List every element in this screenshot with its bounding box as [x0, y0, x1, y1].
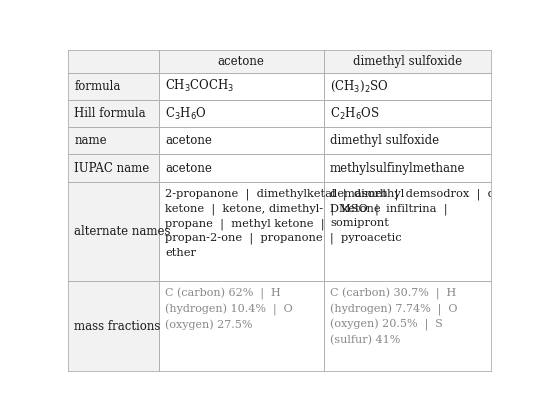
Text: Hill formula: Hill formula: [75, 107, 146, 120]
Text: dimethyl sulfoxide: dimethyl sulfoxide: [353, 55, 462, 68]
Text: IUPAC name: IUPAC name: [75, 161, 150, 175]
FancyBboxPatch shape: [324, 50, 490, 73]
FancyBboxPatch shape: [68, 100, 159, 127]
Text: C (carbon) 62%  |  H
(hydrogen) 10.4%  |  O
(oxygen) 27.5%: C (carbon) 62% | H (hydrogen) 10.4% | O …: [165, 288, 293, 330]
Text: alternate names: alternate names: [75, 225, 171, 238]
Text: acetone: acetone: [165, 134, 212, 147]
Text: 2-propanone  |  dimethylketal  |  dimethyl
ketone  |  ketone, dimethyl-  |  keto: 2-propanone | dimethylketal | dimethyl k…: [165, 189, 404, 258]
FancyBboxPatch shape: [159, 50, 324, 73]
FancyBboxPatch shape: [68, 281, 159, 371]
FancyBboxPatch shape: [68, 154, 159, 182]
Text: acetone: acetone: [218, 55, 265, 68]
Text: C$_2$H$_6$OS: C$_2$H$_6$OS: [330, 106, 379, 121]
Text: acetone: acetone: [165, 161, 212, 175]
FancyBboxPatch shape: [68, 50, 159, 73]
FancyBboxPatch shape: [68, 73, 159, 100]
FancyBboxPatch shape: [68, 182, 159, 281]
Text: dimethyl sulfoxide: dimethyl sulfoxide: [330, 134, 439, 147]
Text: formula: formula: [75, 80, 121, 93]
Text: CH$_3$COCH$_3$: CH$_3$COCH$_3$: [165, 78, 235, 94]
Text: demasorb  |  demsodrox  |  dimexide  |
DMSO  |  infiltrina  |
somipront: demasorb | demsodrox | dimexide | DMSO |…: [330, 189, 545, 228]
Text: mass fractions: mass fractions: [75, 320, 161, 333]
Text: C (carbon) 30.7%  |  H
(hydrogen) 7.74%  |  O
(oxygen) 20.5%  |  S
(sulfur) 41%: C (carbon) 30.7% | H (hydrogen) 7.74% | …: [330, 288, 457, 345]
Text: (CH$_3$)$_2$SO: (CH$_3$)$_2$SO: [330, 78, 389, 94]
FancyBboxPatch shape: [68, 127, 159, 154]
Text: name: name: [75, 134, 107, 147]
Text: C$_3$H$_6$O: C$_3$H$_6$O: [165, 106, 207, 121]
Text: methylsulfinylmethane: methylsulfinylmethane: [330, 161, 465, 175]
